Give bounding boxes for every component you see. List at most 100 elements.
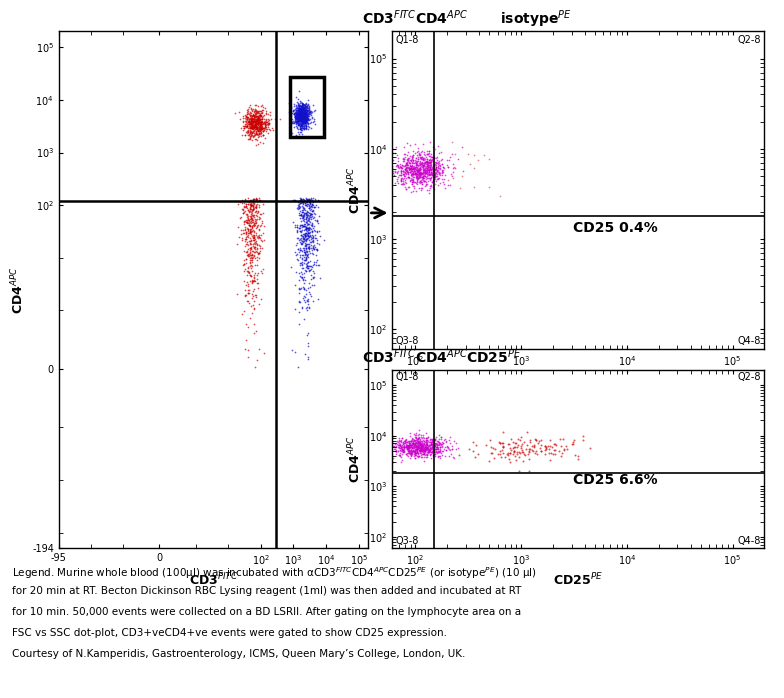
Point bbox=[397, 445, 409, 456]
Point bbox=[250, 251, 263, 262]
Point bbox=[423, 439, 436, 450]
Point bbox=[547, 448, 560, 459]
Point bbox=[299, 234, 312, 245]
Point bbox=[251, 110, 263, 121]
Point bbox=[416, 443, 429, 454]
Point bbox=[418, 445, 430, 456]
Point bbox=[415, 163, 427, 174]
Point bbox=[405, 447, 418, 458]
Point bbox=[296, 121, 308, 133]
Point bbox=[417, 436, 430, 447]
Point bbox=[560, 441, 572, 452]
Point bbox=[421, 450, 434, 461]
Point bbox=[295, 119, 307, 131]
Point bbox=[241, 250, 253, 261]
Point bbox=[399, 151, 412, 163]
Point bbox=[390, 168, 403, 179]
Point bbox=[291, 253, 303, 265]
Point bbox=[415, 177, 427, 188]
Point bbox=[483, 181, 495, 193]
Point bbox=[304, 201, 317, 212]
Point bbox=[419, 167, 431, 178]
Point bbox=[426, 168, 439, 179]
Point bbox=[409, 452, 422, 463]
Point bbox=[303, 241, 315, 252]
Point bbox=[515, 439, 528, 450]
Point bbox=[383, 163, 396, 174]
Point bbox=[401, 443, 414, 454]
Point bbox=[410, 433, 423, 444]
Point bbox=[309, 225, 321, 237]
Point bbox=[252, 130, 264, 141]
Point bbox=[289, 107, 302, 119]
Point bbox=[244, 226, 256, 237]
Point bbox=[251, 260, 263, 271]
Point bbox=[545, 448, 557, 459]
Point bbox=[237, 110, 249, 121]
Point bbox=[401, 443, 413, 454]
Point bbox=[509, 451, 521, 462]
Point bbox=[258, 124, 270, 135]
Point bbox=[434, 442, 447, 453]
Point bbox=[392, 169, 405, 180]
Point bbox=[427, 174, 440, 186]
Point bbox=[247, 120, 260, 131]
Point bbox=[423, 445, 435, 456]
Point bbox=[410, 185, 423, 196]
Point bbox=[256, 110, 269, 121]
Point bbox=[295, 101, 307, 112]
Point bbox=[249, 128, 262, 140]
Point bbox=[383, 162, 396, 173]
Point bbox=[251, 231, 263, 242]
Point bbox=[410, 163, 423, 174]
Point bbox=[404, 163, 416, 174]
Point bbox=[244, 99, 256, 110]
Point bbox=[299, 218, 312, 230]
Point bbox=[300, 229, 313, 240]
Point bbox=[397, 169, 410, 180]
Point bbox=[394, 442, 406, 453]
Point bbox=[409, 168, 422, 179]
Point bbox=[295, 103, 307, 114]
Point bbox=[300, 110, 313, 121]
Point bbox=[237, 112, 249, 124]
Point bbox=[249, 124, 261, 135]
Point bbox=[306, 196, 318, 207]
Point bbox=[416, 158, 429, 170]
Point bbox=[293, 122, 306, 133]
Point bbox=[243, 117, 256, 128]
Point bbox=[243, 215, 256, 226]
Point bbox=[549, 445, 561, 456]
Point bbox=[300, 105, 313, 117]
Point bbox=[295, 119, 307, 131]
Point bbox=[299, 229, 311, 240]
Point bbox=[242, 228, 255, 239]
Point bbox=[411, 174, 423, 185]
Point bbox=[397, 174, 409, 185]
Point bbox=[423, 160, 435, 171]
Point bbox=[302, 256, 314, 267]
Point bbox=[420, 157, 433, 168]
Point bbox=[304, 237, 317, 248]
Point bbox=[246, 246, 259, 257]
Point bbox=[252, 247, 265, 258]
Point bbox=[411, 168, 423, 179]
Point bbox=[241, 128, 254, 139]
Point bbox=[294, 126, 307, 138]
Point bbox=[296, 116, 308, 127]
Point bbox=[437, 438, 449, 449]
Text: Q2-8: Q2-8 bbox=[737, 35, 760, 45]
Point bbox=[419, 163, 431, 174]
Point bbox=[250, 128, 263, 140]
Point bbox=[468, 163, 481, 174]
Point bbox=[469, 451, 481, 462]
Point bbox=[299, 101, 312, 112]
Point bbox=[301, 209, 314, 221]
Point bbox=[259, 118, 271, 129]
Point bbox=[426, 435, 438, 446]
Point bbox=[408, 162, 420, 173]
Point bbox=[299, 108, 311, 119]
Point bbox=[303, 231, 315, 242]
Point bbox=[246, 121, 259, 132]
Point bbox=[404, 163, 416, 174]
